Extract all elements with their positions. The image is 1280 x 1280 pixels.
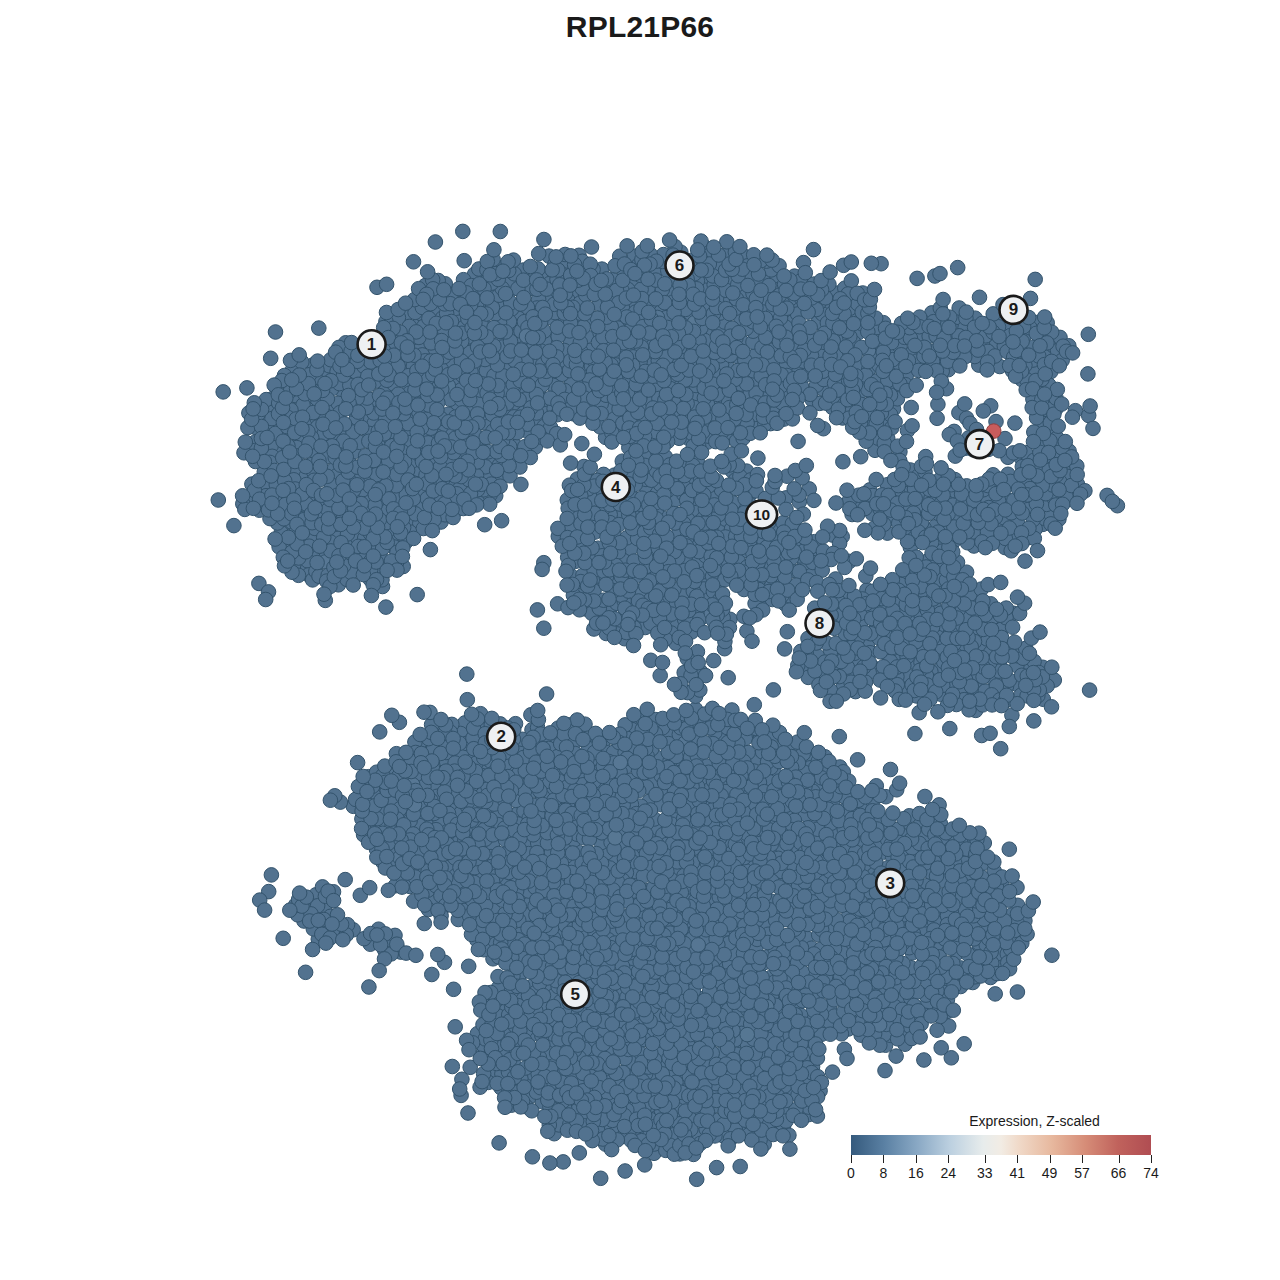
svg-text:1: 1	[367, 335, 376, 354]
svg-text:2: 2	[496, 727, 505, 746]
svg-text:10: 10	[753, 506, 770, 523]
svg-text:6: 6	[675, 256, 684, 275]
svg-text:9: 9	[1009, 300, 1018, 319]
svg-text:3: 3	[885, 874, 894, 893]
svg-text:7: 7	[975, 435, 984, 454]
svg-text:4: 4	[611, 478, 621, 497]
svg-text:8: 8	[815, 614, 824, 633]
svg-text:5: 5	[570, 985, 579, 1004]
